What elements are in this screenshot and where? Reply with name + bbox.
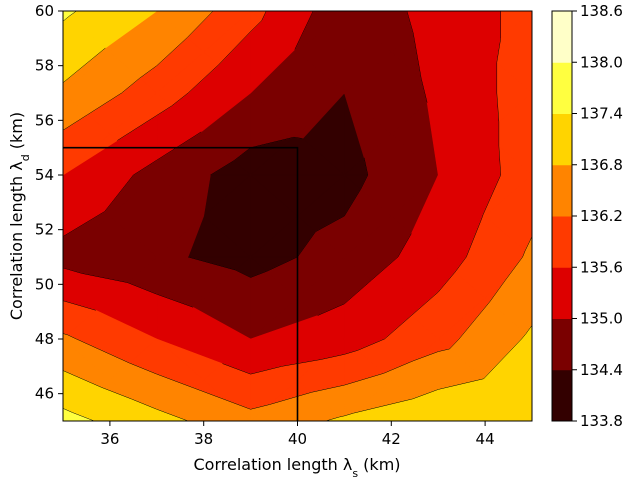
- contour-line-2: [63, 11, 428, 316]
- colorbar-tick-label: 138.6: [580, 2, 623, 20]
- colorbar-tick-label: 135.6: [580, 258, 623, 276]
- y-tick-label: 58: [35, 57, 54, 75]
- colorbar-swatch: [552, 62, 572, 114]
- colorbar-swatch: [552, 267, 572, 319]
- x-tick-label: 42: [382, 430, 401, 448]
- x-tick-label: 40: [288, 430, 307, 448]
- contour-lines: [63, 11, 532, 421]
- colorbar-tick-label: 134.4: [580, 361, 623, 379]
- axes: 36 38 40 42 44 46 48 50 52 54 56 58 60: [35, 2, 495, 448]
- colorbar-swatch: [552, 11, 572, 63]
- contour-line-5: [63, 47, 532, 421]
- colorbar-tick-label: 135.0: [580, 310, 623, 328]
- y-axis-label: Correlation length λd (km): [7, 112, 32, 320]
- x-tick-label: 38: [194, 430, 213, 448]
- y-tick-label: 54: [35, 166, 54, 184]
- colorbar: 133.8 134.4 135.0 135.6 136.2 136.8 137.4 138.0…: [551, 2, 623, 430]
- colorbar-swatch: [552, 164, 572, 217]
- contour-line-1: [188, 136, 369, 278]
- y-tick-label: 50: [35, 275, 54, 293]
- y-tick-label: 52: [35, 221, 54, 239]
- colorbar-tick-label: 136.2: [580, 207, 623, 225]
- colorbar-tick-label: 136.8: [580, 156, 623, 174]
- highlight-box: [63, 146, 299, 421]
- contour-line-6: [63, 11, 95, 421]
- colorbar-tick-label: 133.8: [580, 412, 623, 430]
- contour-line-4: [63, 11, 532, 410]
- y-tick-label: 48: [35, 330, 54, 348]
- colorbar-swatch: [552, 216, 572, 268]
- x-axis-label: Correlation length λs (km): [193, 455, 400, 480]
- y-tick-label: 56: [35, 111, 54, 129]
- colorbar-swatch: [552, 369, 572, 422]
- x-tick-label: 44: [476, 430, 495, 448]
- y-tick-label: 46: [35, 385, 54, 403]
- colorbar-tick-label: 137.4: [580, 105, 623, 123]
- colorbar-swatch: [552, 113, 572, 166]
- x-tick-label: 36: [100, 430, 119, 448]
- y-tick-label: 60: [35, 2, 54, 20]
- colorbar-tick-label: 138.0: [580, 53, 623, 71]
- contour-line-3: [63, 11, 501, 375]
- colorbar-swatch: [552, 318, 572, 371]
